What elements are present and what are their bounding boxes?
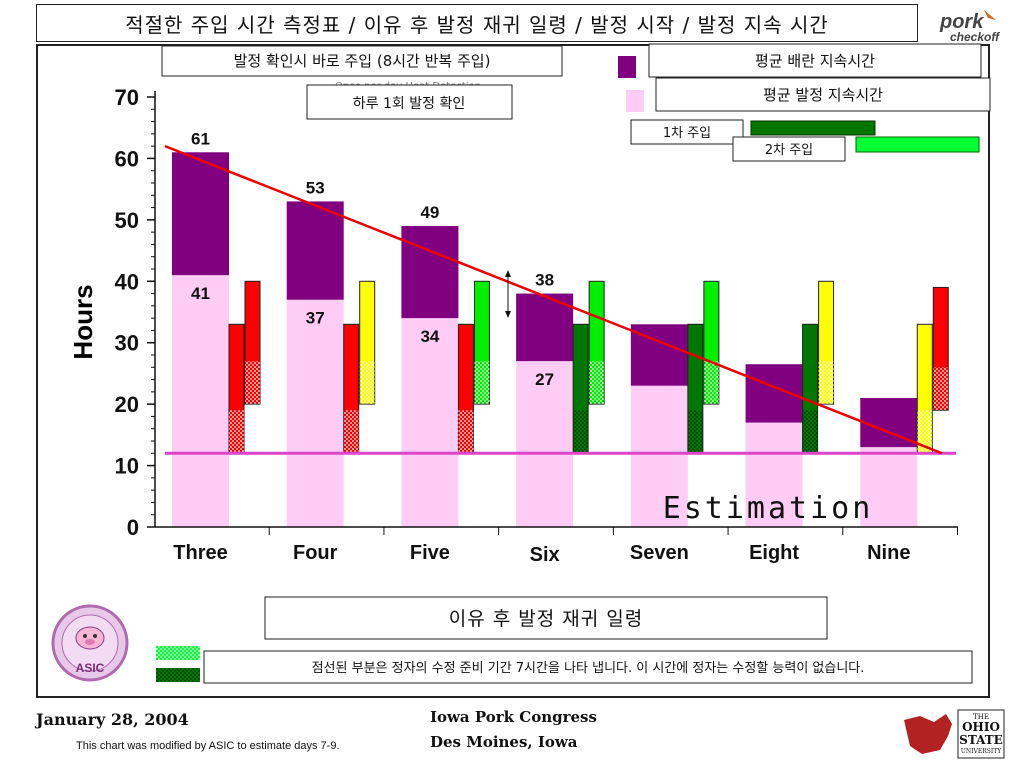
asic-logo: ASIC — [51, 604, 129, 682]
y-tick-label: 50 — [115, 208, 139, 233]
legend-estrus-label: 평균 발정 지속시간 — [763, 86, 883, 104]
insemination-dotted-second — [359, 361, 375, 405]
y-tick-label: 40 — [115, 269, 139, 294]
bar-top-label: 49 — [420, 203, 439, 222]
xaxis-caption-label: 이유 후 발정 재귀 일령 — [449, 608, 643, 630]
y-tick-label: 0 — [127, 515, 139, 540]
ohio-state-logo: THE OHIO STATE UNIVERSITY — [900, 706, 1010, 762]
bar-estrus — [745, 422, 803, 527]
insemination-dotted-second — [703, 361, 719, 405]
first-insem-box — [630, 119, 744, 145]
insemination-dotted-first — [573, 410, 589, 454]
svg-text:THE: THE — [973, 713, 989, 721]
insemination-dotted-first — [802, 410, 818, 454]
footer-note: This chart was modified by ASIC to estim… — [76, 740, 340, 752]
insemination-dotted-second — [474, 361, 490, 405]
bar-ovulation — [745, 364, 803, 423]
second-insem-swatch — [855, 136, 980, 153]
y-tick-label: 60 — [115, 146, 139, 171]
y-tick-label: 30 — [115, 331, 139, 356]
pork-logo-text: pork — [939, 11, 984, 33]
insemination-dotted-second — [818, 361, 834, 405]
insemination-dotted-first — [458, 410, 474, 454]
first-insem-swatch — [750, 120, 876, 136]
estimation-label: Estimation — [663, 491, 874, 526]
bar-inner-label: 27 — [535, 370, 554, 389]
bar-ovulation — [286, 201, 344, 300]
dotted-note-label: 점선된 부분은 정자의 수정 준비 기간 7시간을 나타 냅니다. 이 시간에 … — [312, 661, 865, 676]
legend-ovulation-box — [648, 43, 982, 78]
x-tick-label: Nine — [867, 542, 910, 564]
x-tick-label: Four — [293, 542, 338, 564]
y-tick-label: 70 — [115, 85, 139, 110]
footer-date: January 28, 2004 — [36, 710, 189, 729]
bar-inner-label: 34 — [420, 327, 439, 346]
insemination-dotted-first — [687, 410, 703, 454]
second-insem-label: 2차 주입 — [765, 143, 813, 158]
heat-check-label: 발정 확인시 바로 주입 (8시간 반복 주입) — [234, 52, 491, 70]
bar-top-label: 61 — [191, 129, 210, 148]
bar-top-label: 53 — [306, 178, 325, 197]
bar-estrus — [172, 275, 229, 527]
trend-line — [164, 144, 943, 455]
x-tick-label: Eight — [749, 542, 799, 564]
once-daily-box — [306, 84, 513, 120]
bar-estrus — [516, 361, 574, 527]
once-daily-label: 하루 1회 발정 확인 — [353, 96, 465, 112]
second-insem-box — [732, 136, 846, 162]
insemination-dotted-first — [343, 410, 359, 454]
x-tick-label: Three — [173, 542, 227, 564]
asic-logo-text: ASIC — [76, 661, 105, 675]
legend-ovulation-swatch — [618, 56, 636, 78]
y-axis-title: Hours — [68, 284, 98, 359]
y-tick-label: 10 — [115, 454, 139, 479]
footer-event-line1: Iowa Pork Congress — [430, 708, 597, 726]
bar-inner-label: 37 — [306, 309, 325, 328]
checkoff-logo-text: checkoff — [950, 30, 1000, 44]
x-tick-label: Seven — [630, 542, 689, 564]
bar-inner-label: 41 — [191, 284, 210, 303]
insemination-dotted-first — [917, 410, 933, 454]
bar-estrus — [286, 299, 344, 527]
svg-text:OHIO: OHIO — [962, 720, 1000, 734]
insemination-dotted-second — [933, 367, 949, 411]
first-insem-label: 1차 주입 — [663, 126, 711, 141]
bar-estrus — [401, 318, 459, 527]
x-tick-label: Six — [530, 544, 560, 566]
chart-frame — [36, 44, 990, 698]
svg-text:STATE: STATE — [959, 733, 1003, 747]
range-arrow — [505, 270, 511, 318]
insemination-dotted-second — [245, 361, 260, 405]
footer-event-line2: Des Moines, Iowa — [430, 733, 578, 751]
legend-estrus-box — [655, 77, 991, 112]
y-tick-label: 20 — [115, 392, 139, 417]
insemination-dotted-second — [589, 361, 605, 405]
x-tick-label: Five — [410, 542, 450, 564]
legend-ovulation-label: 평균 배란 지속시간 — [755, 52, 875, 70]
insemination-dotted-first — [229, 410, 244, 454]
bar-top-label: 38 — [535, 271, 554, 290]
bar-ovulation — [172, 152, 229, 276]
pork-checkoff-logo: pork checkoff — [936, 6, 1010, 46]
svg-text:UNIVERSITY: UNIVERSITY — [961, 748, 1002, 755]
dotted-note-box — [203, 650, 973, 684]
bar-estrus — [630, 385, 688, 527]
legend-estrus-swatch — [626, 90, 644, 112]
page-title: 적절한 주입 시간 측정표 / 이유 후 발정 재귀 일령 / 발정 시작 / … — [36, 4, 918, 42]
bar-estrus — [860, 447, 918, 527]
heat-check-box — [161, 45, 563, 77]
bar-ovulation — [401, 226, 459, 319]
xaxis-caption-box — [264, 596, 828, 640]
